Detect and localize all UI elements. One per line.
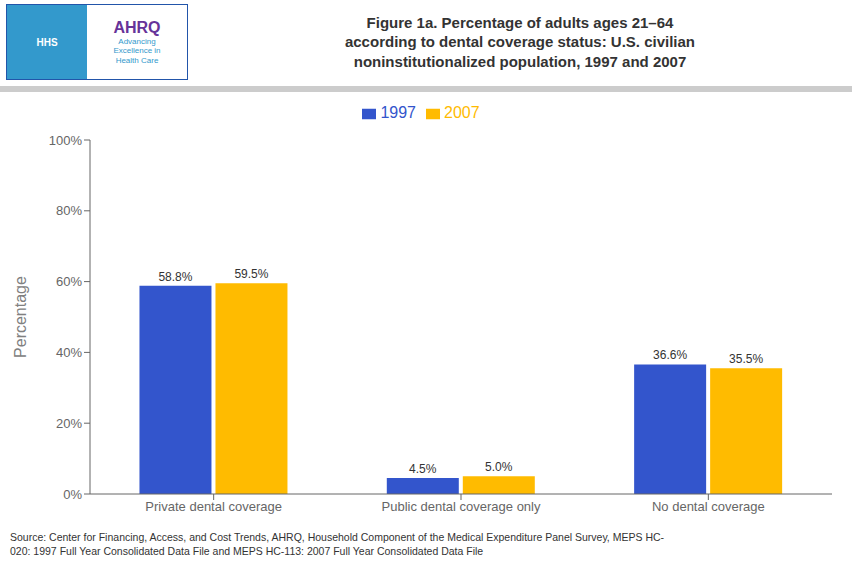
svg-text:No dental coverage: No dental coverage: [652, 499, 765, 514]
svg-text:Public dental coverage only: Public dental coverage only: [382, 499, 541, 514]
svg-text:Percentage: Percentage: [12, 276, 29, 358]
svg-text:58.8%: 58.8%: [158, 270, 192, 284]
html-text:AHRQ: AHRQ: [113, 18, 161, 36]
html-text:Figure 1a. Percentage of adult: Figure 1a. Percentage of adults ages 21–…: [344, 13, 695, 70]
svg-text:40%: 40%: [56, 345, 82, 360]
svg-text:60%: 60%: [56, 274, 82, 289]
svg-text:Private dental coverage: Private dental coverage: [145, 499, 282, 514]
svg-text:36.6%: 36.6%: [653, 348, 687, 362]
svg-text:0%: 0%: [63, 487, 82, 502]
html-text:Source: Center for Financing,: Source: Center for Financing, Access, an…: [10, 531, 664, 558]
svg-text:59.5%: 59.5%: [234, 267, 268, 281]
svg-text:5.0%: 5.0%: [485, 460, 513, 474]
svg-text:4.5%: 4.5%: [409, 462, 437, 476]
svg-text:80%: 80%: [56, 203, 82, 218]
html-text:1997: 1997: [380, 104, 416, 121]
svg-text:100%: 100%: [49, 133, 83, 148]
svg-text:20%: 20%: [56, 416, 82, 431]
html-text:2007: 2007: [444, 104, 480, 121]
html-text:Advancing Excellence in Health: Advancing Excellence in Health Care: [113, 36, 161, 65]
svg-text:35.5%: 35.5%: [729, 352, 763, 366]
html-text:HHS: HHS: [36, 36, 58, 48]
